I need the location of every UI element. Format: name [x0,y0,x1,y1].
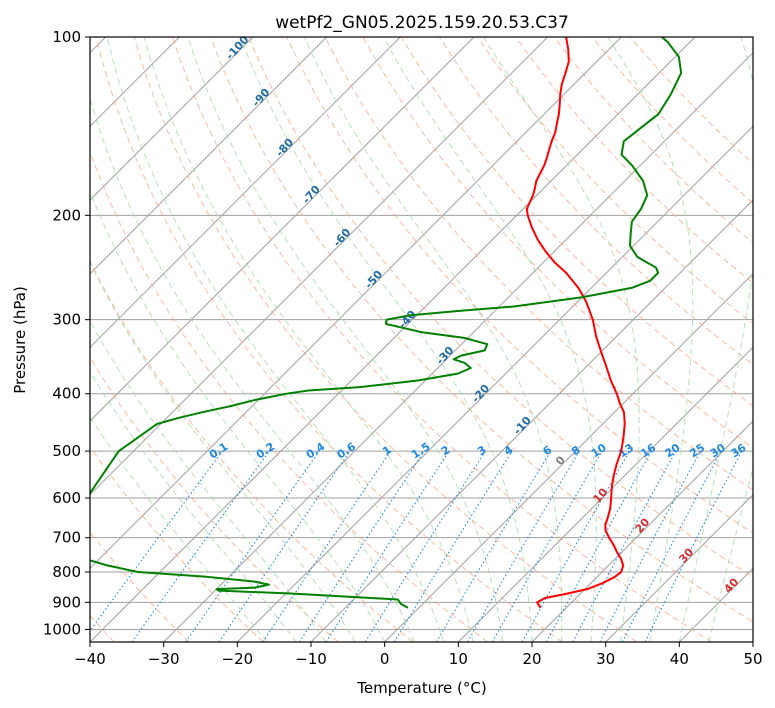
isotherm-line [457,346,753,642]
moist-adiabat-line [90,416,268,642]
isotherm-line [605,493,753,642]
y-tick-label: 900 [52,593,81,611]
x-tick-label: −30 [148,650,180,668]
dry-adiabat-line [90,259,414,642]
mixing-ratio-line [298,450,425,642]
y-tick-label: 100 [52,28,81,46]
isotherm-line [384,272,753,642]
mixing-ratio-lines [90,450,743,642]
x-tick-label: 10 [449,650,468,668]
sounding-traces [90,37,683,609]
x-tick-label: 30 [596,650,615,668]
x-tick-label: 50 [743,650,762,668]
dry-adiabat-line [171,37,712,642]
moist-adiabat-line [482,37,640,642]
x-tick-label: −40 [74,650,106,668]
mixing-ratio-line [572,450,677,642]
x-tick-label: −20 [222,650,254,668]
moist-adiabat-line [106,37,445,642]
mixing-ratio-line [131,450,270,642]
isotherm-line [90,37,254,201]
plot-frame [89,36,754,643]
moist-adiabat-line [303,37,563,642]
moist-adiabat-line [187,37,504,642]
isotherm-line [236,125,753,642]
y-tick-label: 500 [52,442,81,460]
moist-adiabat-line [708,466,753,642]
isotherm-line [90,37,696,642]
y-tick-label: 300 [52,311,81,329]
dry-adiabat-line [133,37,638,642]
y-axis: 100 200 300 400 500 600 700 800 900 1000 [43,28,90,638]
y-tick-label: 1000 [43,620,81,638]
dry-adiabat-line [248,37,753,578]
y-tick-label: 700 [52,529,81,547]
y-tick-label: 200 [52,206,81,224]
moist-adiabat-line [90,189,386,642]
moist-adiabat-line [143,37,474,642]
mixing-ratio-line [325,450,450,642]
moist-adiabat-line [90,370,297,642]
mixing-ratio-line [393,450,513,642]
dry-adiabat-line [90,445,264,642]
moist-adiabat-line [678,37,753,642]
isotherm-line [90,37,401,349]
mixing-ratio-line [262,450,392,642]
dewpoint-trace [90,37,683,609]
x-axis-label: Temperature (°C) [356,679,486,697]
x-tick-label: 0 [380,650,390,668]
moist-adiabat-line [607,37,694,642]
moist-adiabat-line [90,319,327,642]
isotherm-line [531,420,753,642]
mixing-ratio-line [545,450,653,642]
moist-adiabats [90,37,753,642]
mixing-ratio-line [90,450,223,632]
y-tick-label: 400 [52,385,81,403]
chart-title: wetPf2_GN05.2025.159.20.53.C37 [275,13,569,33]
x-tick-label: 20 [522,650,541,668]
dry-adiabat-line [90,356,339,642]
isobar-grid [90,37,753,630]
mixing-ratio-line [185,450,320,642]
dry-adiabat-line [324,37,753,491]
y-tick-label: 600 [52,489,81,507]
moist-adiabat-line [239,37,533,642]
isotherm-line [90,37,549,496]
moist-adiabat-line [383,37,597,642]
x-tick-label: −10 [295,650,327,668]
y-tick-label: 800 [52,563,81,581]
dry-adiabat-line [210,37,753,623]
mixing-ratio-line [218,450,351,642]
mixing-ratio-line [644,450,743,642]
moist-adiabat-line [90,96,415,642]
mixing-ratio-line [521,450,630,642]
y-axis-label: Pressure (hPa) [11,286,29,394]
moist-adiabat-line [90,260,356,642]
isotherm-line [163,51,753,642]
x-tick-label: 40 [670,650,689,668]
isotherm-line [90,37,622,570]
temperature-trace [525,37,626,609]
dry-adiabat-line [515,37,753,284]
dry-adiabats [90,37,753,642]
isotherm-line [90,37,475,422]
x-axis: −40 −30 −20 −10 0 10 20 30 40 50 [74,642,763,668]
plot-area: 0.1 0.2 0.4 0.6 1 1.5 2 3 4 6 8 10 13 16 20 25 30 36-100-… [90,37,753,642]
dry-adiabat-line [95,37,563,642]
isotherm-grid [90,37,753,642]
dry-adiabat-line [286,37,753,534]
isotherm-line [90,37,328,275]
